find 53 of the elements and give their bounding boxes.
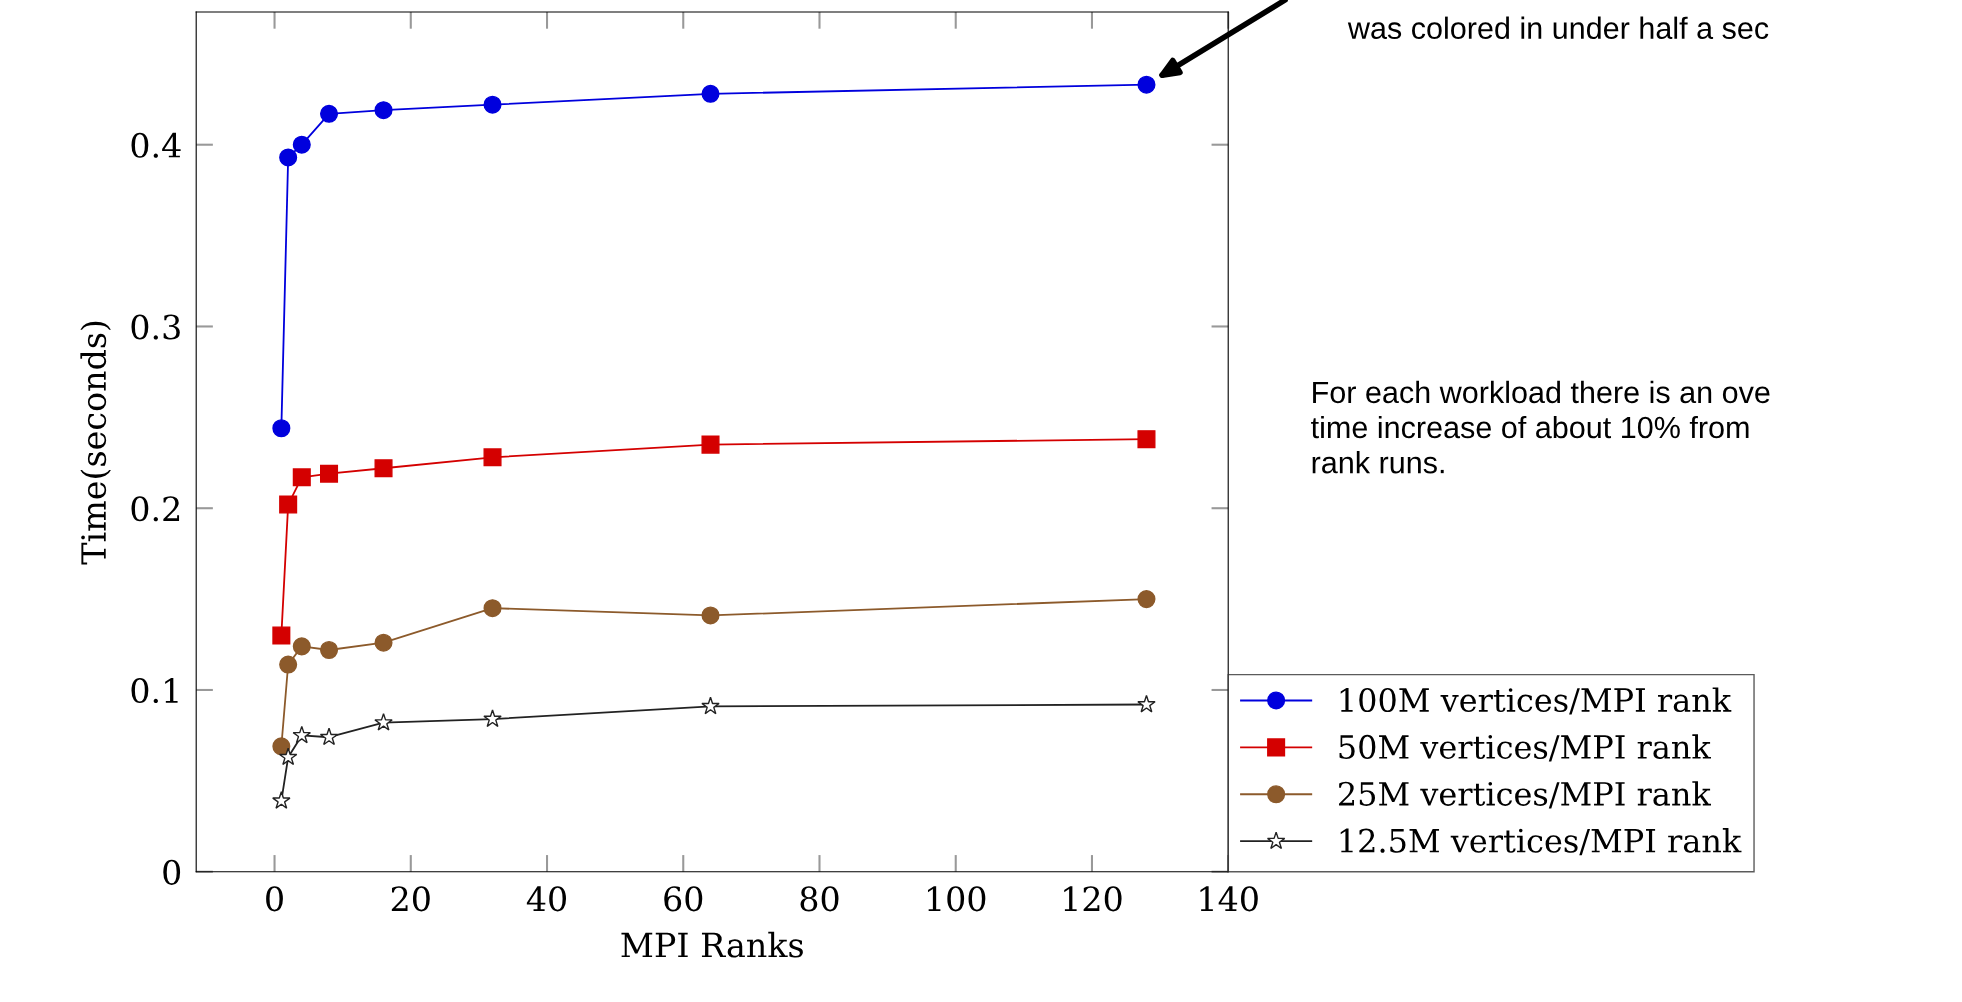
- point: [1137, 590, 1156, 609]
- point: [319, 727, 339, 746]
- y-tick-label: 0.2: [131, 496, 180, 522]
- point: [701, 696, 720, 715]
- point: [272, 419, 291, 438]
- point: [272, 737, 291, 756]
- x-tick-label: 120: [1064, 886, 1122, 912]
- x-axis-title: MPI Ranks: [621, 931, 803, 958]
- point: [279, 495, 298, 514]
- point: [701, 84, 720, 103]
- point: [374, 459, 393, 478]
- point: [701, 606, 720, 625]
- point: [320, 640, 339, 660]
- point: [374, 633, 393, 652]
- point: [272, 791, 291, 809]
- y-tick-label: 0: [163, 859, 181, 885]
- x-tick-label: 80: [800, 886, 839, 912]
- point: [292, 637, 311, 656]
- point: [272, 626, 291, 645]
- y-tick-label: 0.3: [131, 314, 180, 340]
- y-tick-label: 0.1: [131, 677, 178, 704]
- point: [278, 747, 298, 766]
- point: [292, 468, 311, 487]
- point: [320, 464, 339, 483]
- point: [483, 448, 502, 467]
- x-tick-label: 0: [266, 886, 283, 912]
- x-tick-label: 40: [526, 886, 567, 912]
- point: [483, 95, 502, 114]
- text: For each workload there is an ove time increase of about 10% from rank runs.: [1311, 380, 1770, 474]
- point: [374, 712, 393, 731]
- x-tick-label: 60: [664, 886, 703, 912]
- point: [374, 101, 393, 120]
- point: [292, 725, 312, 744]
- point: [320, 104, 339, 123]
- point: [1137, 694, 1156, 713]
- legend-label: 50M vertices/MPI rank: [1339, 734, 1711, 762]
- point: [292, 135, 311, 154]
- x-tick-label: 100: [927, 886, 986, 912]
- legend-label: 25M vertices/MPI rank: [1338, 781, 1711, 809]
- point: [1137, 75, 1156, 94]
- y-tick-label: 0.4: [131, 132, 181, 158]
- y-axis-title: Time(seconds): [80, 321, 111, 565]
- x-tick-label: 20: [391, 886, 430, 912]
- point: [1137, 430, 1156, 449]
- legend-label: 12.5M vertices/MPI rank: [1340, 828, 1742, 856]
- point: [279, 655, 298, 674]
- text: was colored in under half a sec: [1347, 16, 1769, 40]
- point: [483, 709, 502, 728]
- point: [701, 435, 720, 454]
- x-tick-label: 140: [1200, 886, 1258, 912]
- point: [279, 148, 298, 167]
- legend-label: 100M vertices/MPI rank: [1340, 687, 1732, 715]
- point: [483, 599, 502, 618]
